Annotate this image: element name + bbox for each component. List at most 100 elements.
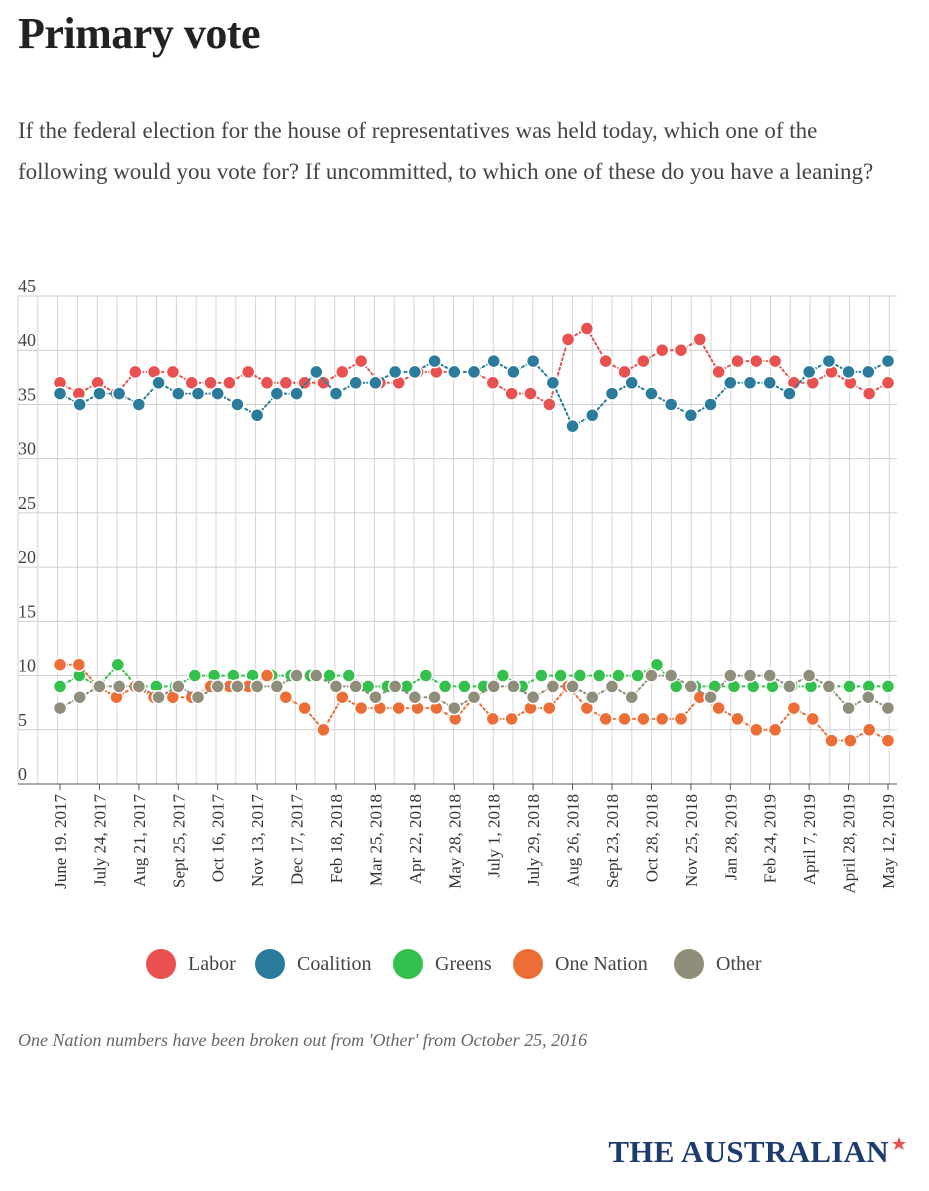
data-point-labor <box>654 342 670 358</box>
chart-title: Primary vote <box>18 9 261 58</box>
data-point-greens <box>553 668 568 683</box>
data-point-labor <box>542 397 557 412</box>
data-point-labor <box>316 375 331 391</box>
data-point-other <box>644 668 659 683</box>
data-point-one-nation <box>259 668 275 683</box>
data-point-other <box>131 679 147 694</box>
x-tick-label: Mar 25, 2018 <box>366 794 385 886</box>
data-point-labor <box>880 375 896 391</box>
data-point-one-nation <box>749 722 764 738</box>
legend-item-one-nation[interactable]: One Nation <box>513 944 648 984</box>
data-point-one-nation <box>391 700 406 716</box>
data-point-coalition <box>565 418 580 434</box>
y-tick-label: 30 <box>18 439 36 459</box>
y-tick-label: 20 <box>18 547 36 567</box>
data-point-one-nation <box>542 700 557 716</box>
data-point-other <box>723 668 738 683</box>
data-point-coalition <box>230 397 245 412</box>
data-point-coalition <box>782 386 797 401</box>
data-point-one-nation <box>617 711 632 727</box>
data-point-other <box>545 679 561 694</box>
data-point-other <box>348 679 363 694</box>
legend-label-labor: Labor <box>188 952 236 975</box>
legend-item-coalition[interactable]: Coalition <box>255 944 371 984</box>
data-point-coalition <box>880 353 896 369</box>
data-point-other <box>427 689 442 705</box>
legend-item-greens[interactable]: Greens <box>393 944 492 984</box>
legend-swatch-other <box>674 949 704 979</box>
data-point-other <box>703 689 718 705</box>
data-point-greens <box>418 668 434 683</box>
data-point-other <box>171 679 186 694</box>
data-point-labor <box>636 353 651 369</box>
data-point-labor <box>353 353 369 369</box>
logo-text: THE AUSTRALIAN <box>608 1134 889 1169</box>
data-point-coalition <box>171 386 186 401</box>
data-point-other <box>210 679 225 694</box>
data-point-other <box>309 668 324 683</box>
the-australian-logo: THE AUSTRALIAN <box>608 1134 907 1170</box>
data-point-other <box>230 679 245 694</box>
data-point-one-nation <box>711 700 726 716</box>
x-tick-label: Aug 26, 2018 <box>564 794 583 887</box>
data-point-labor <box>335 364 350 380</box>
data-point-coalition <box>742 375 758 391</box>
data-point-other <box>92 679 107 694</box>
data-point-other <box>289 668 304 683</box>
data-point-labor <box>730 353 745 369</box>
data-point-other <box>525 689 541 705</box>
y-tick-label: 15 <box>18 601 36 621</box>
data-point-coalition <box>348 375 363 391</box>
legend-swatch-greens <box>393 949 423 979</box>
data-point-coalition <box>269 386 285 401</box>
footnote: One Nation numbers have been broken out … <box>18 1030 588 1050</box>
legend-label-greens: Greens <box>435 952 492 975</box>
data-point-coalition <box>447 364 462 380</box>
data-point-greens <box>880 679 896 694</box>
data-point-greens <box>457 679 472 694</box>
data-point-other <box>249 679 265 694</box>
data-point-coalition <box>703 397 718 412</box>
data-point-coalition <box>427 353 442 369</box>
data-point-labor <box>504 386 519 401</box>
data-point-coalition <box>190 386 206 401</box>
data-point-coalition <box>52 386 68 401</box>
data-point-one-nation <box>767 722 783 738</box>
logo-emblem-icon <box>892 1137 906 1150</box>
data-point-coalition <box>72 397 87 412</box>
data-point-greens <box>187 668 203 683</box>
data-point-other <box>486 679 501 694</box>
x-tick-label: Sept 23, 2018 <box>603 794 622 888</box>
data-point-coalition <box>663 397 679 412</box>
y-tick-label: 25 <box>18 493 36 513</box>
data-point-other <box>269 679 285 694</box>
data-point-other <box>604 679 620 694</box>
data-point-other <box>447 700 462 716</box>
data-point-one-nation <box>316 722 331 738</box>
data-point-other <box>762 668 777 683</box>
x-tick-label: July 1, 2018 <box>485 794 504 878</box>
data-point-one-nation <box>786 700 802 716</box>
legend-swatch-coalition <box>255 949 285 979</box>
data-point-one-nation <box>824 733 839 748</box>
legend-item-labor[interactable]: Labor <box>146 944 236 984</box>
data-point-labor <box>861 386 877 401</box>
data-point-coalition <box>249 408 265 423</box>
data-point-coalition <box>151 375 166 391</box>
data-point-labor <box>297 375 312 391</box>
x-tick-label: May 12, 2019 <box>879 794 898 889</box>
y-tick-label: 5 <box>18 710 27 730</box>
x-tick-label: Jan 28, 2019 <box>721 794 740 880</box>
legend-item-other[interactable]: Other <box>674 944 762 984</box>
x-tick-label: July 24, 2017 <box>90 794 109 887</box>
data-point-other <box>151 689 166 705</box>
data-point-labor <box>128 364 143 380</box>
data-point-coalition <box>525 353 541 369</box>
data-point-one-nation <box>673 711 689 727</box>
data-point-coalition <box>131 397 147 412</box>
data-point-other <box>52 700 68 716</box>
data-point-other <box>407 689 423 705</box>
series-other <box>52 668 896 716</box>
data-point-greens <box>534 668 549 683</box>
data-point-other <box>328 679 344 694</box>
